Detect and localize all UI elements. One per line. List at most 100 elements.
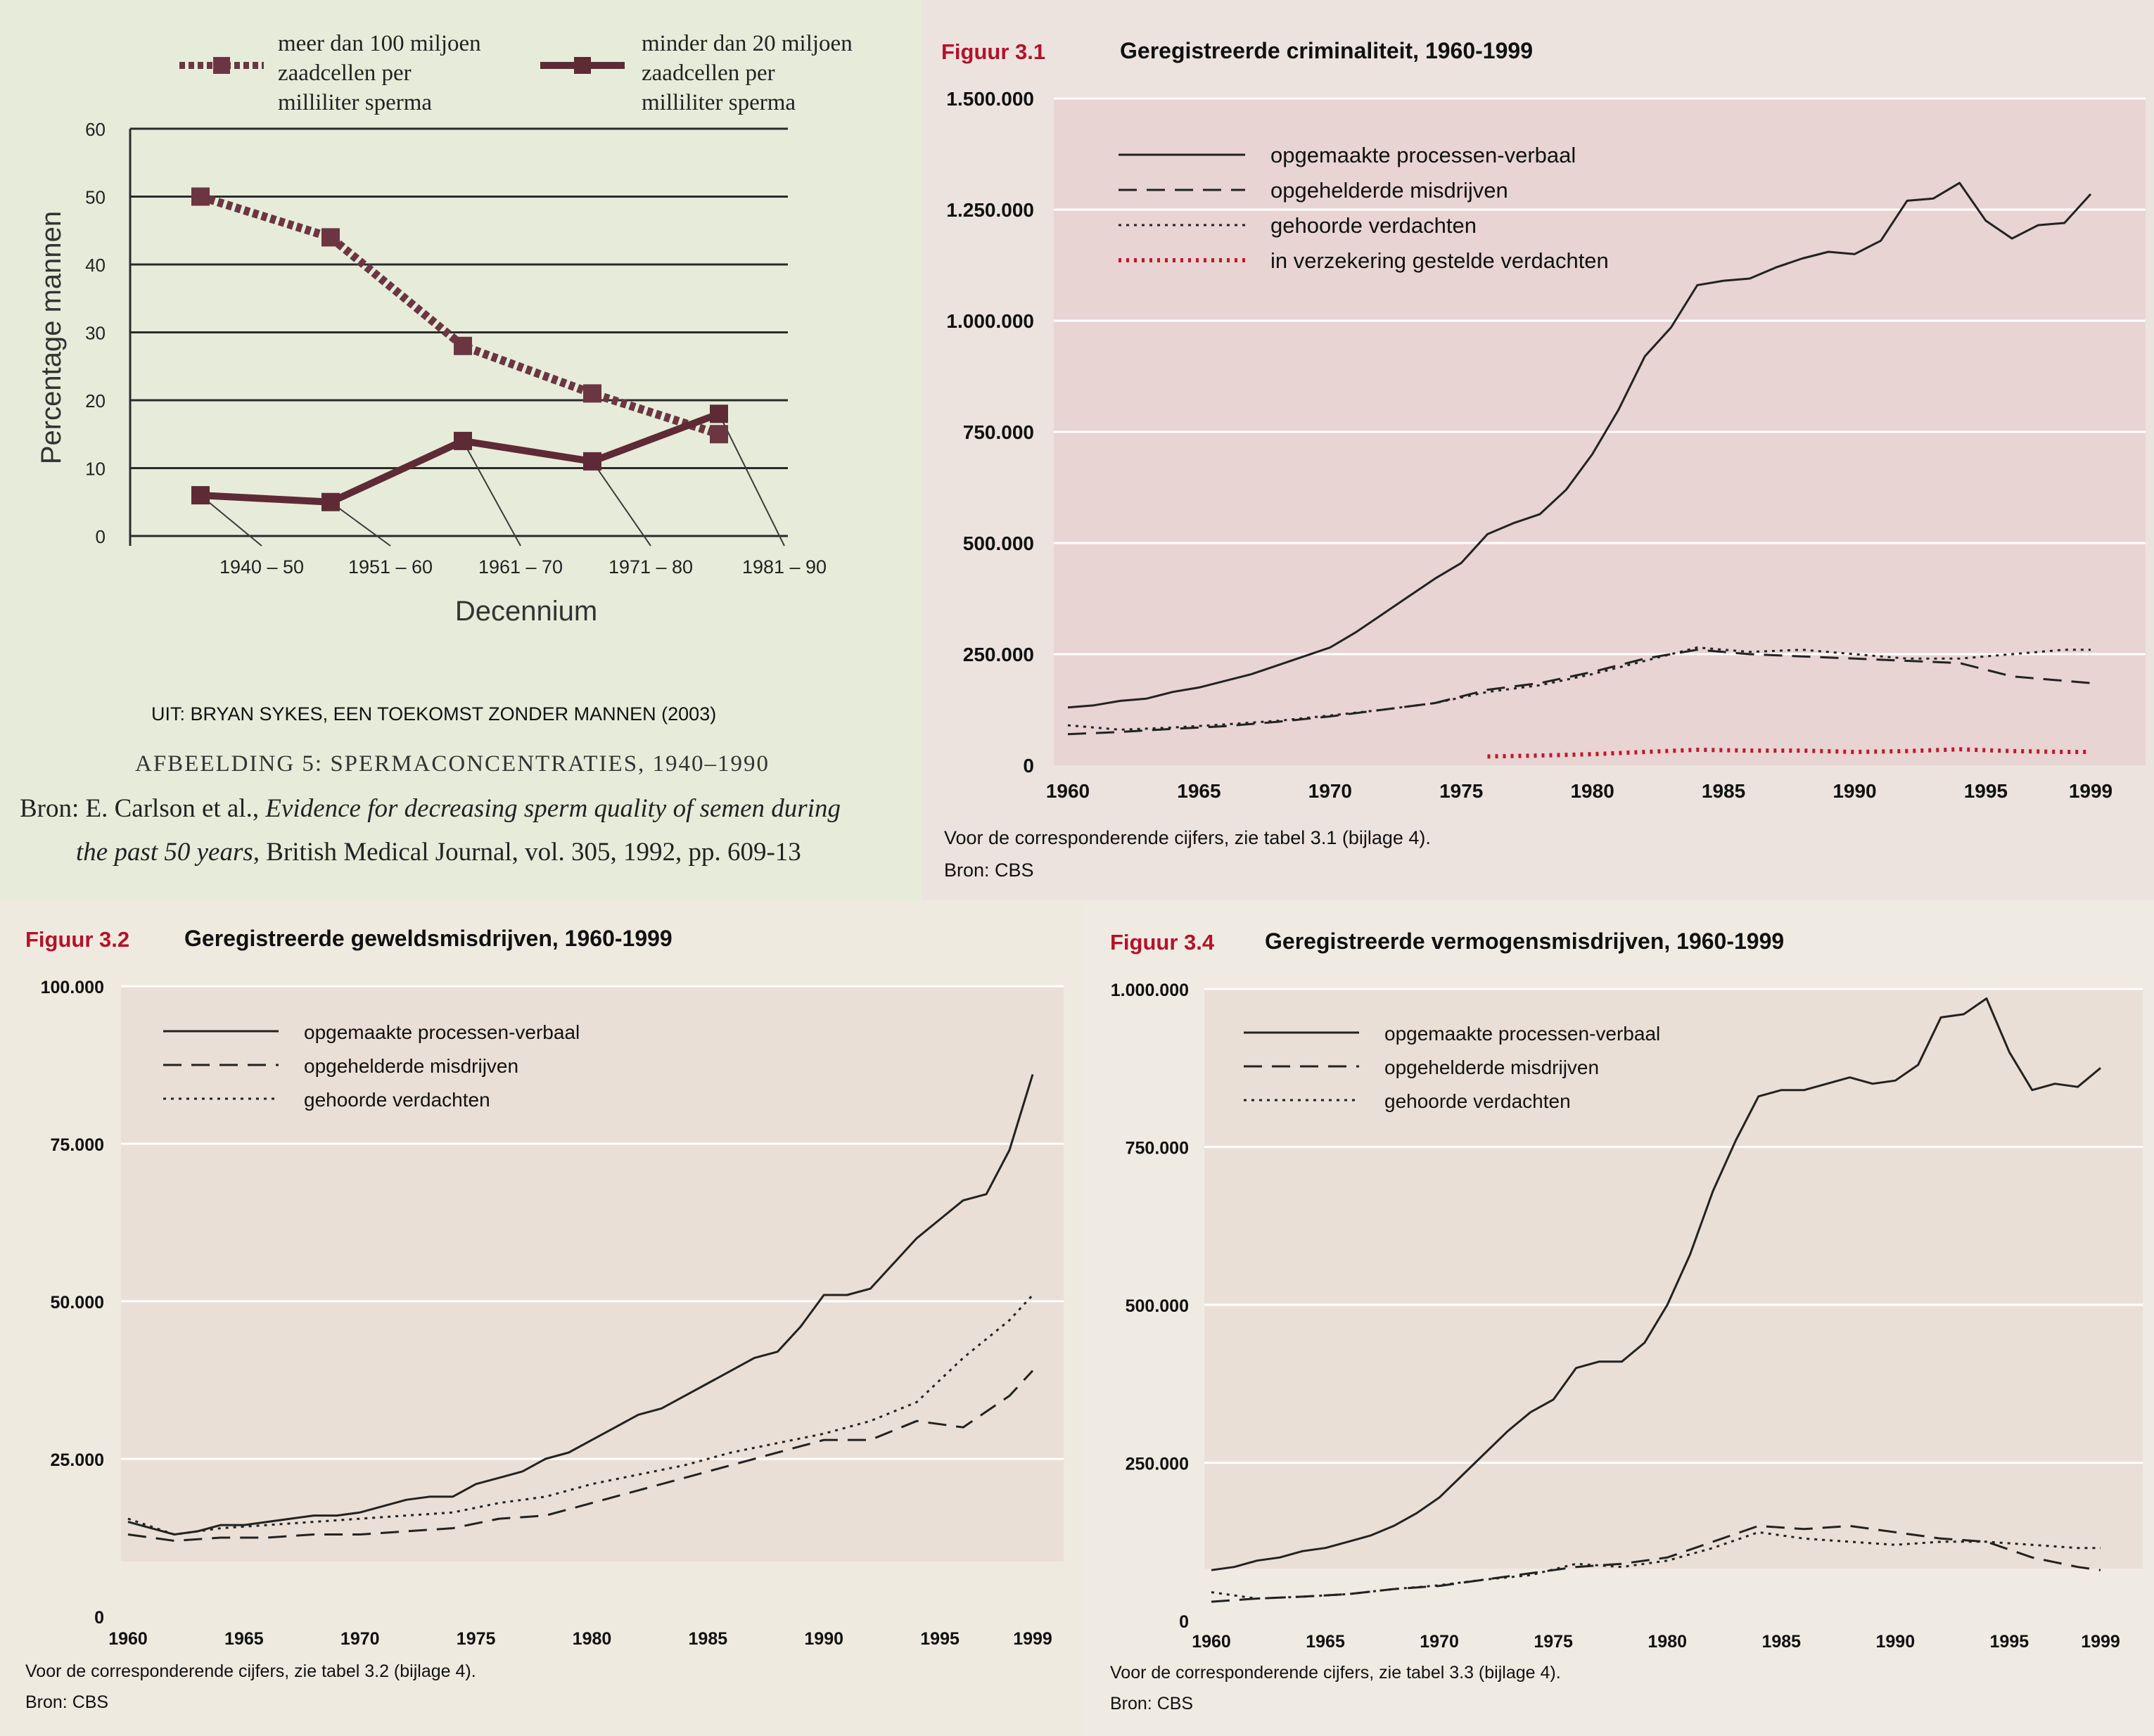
- verm-xtick-label: 1975: [1534, 1632, 1573, 1652]
- crim-xtick-label: 1975: [1439, 780, 1483, 802]
- sperm-xtick-label: 1961 – 70: [478, 556, 563, 577]
- crim-ytick-label: 1.000.000: [946, 310, 1034, 332]
- sperm-data-marker: [321, 228, 340, 247]
- sperm-xtick-label: 1940 – 50: [219, 556, 304, 577]
- crim-chart: 0 250.000 500.000 750.000 1.000.000 1.250.000…: [946, 88, 2146, 802]
- verm-ytick-label: 1.000.000: [1111, 981, 1189, 1000]
- geweld-legend-label: gehoorde verdachten: [304, 1089, 490, 1111]
- geweld-xtick-label: 1999: [1013, 1629, 1052, 1649]
- verm-fig-num: Figuur 3.4: [1110, 930, 1215, 955]
- sperm-xtick-label: 1981 – 90: [742, 556, 827, 577]
- verm-plot-area: [1204, 988, 2143, 1569]
- verm-chart: 0 250.000 500.000 750.000 1.000.000 1960 1965 1…: [1111, 981, 2143, 1652]
- sperm-xtick-label: 1951 – 60: [348, 556, 433, 577]
- crim-legend-label: gehoorde verdachten: [1270, 213, 1477, 238]
- sperm-ytick-label: 20: [85, 390, 106, 411]
- verm-ytick-label: 500.000: [1126, 1296, 1189, 1316]
- geweld-ytick-label: 25.000: [51, 1450, 104, 1470]
- crim-xtick-label: 1985: [1702, 780, 1745, 802]
- verm-xtick-label: 1990: [1875, 1632, 1915, 1652]
- crim-panel: Figuur 3.1 Geregistreerde criminaliteit,…: [922, 0, 2154, 900]
- crim-ytick-label: 500.000: [963, 532, 1034, 554]
- sperm-data-marker: [191, 486, 210, 505]
- sperm-data-marker: [454, 336, 472, 355]
- sperm-legend-marker: [213, 57, 230, 74]
- sperm-attribution: UIT: BRYAN SYKES, EEN TOEKOMST ZONDER MA…: [151, 703, 717, 725]
- sperm-legend-label: milliliter sperma: [278, 90, 432, 115]
- crim-series-line: [1067, 649, 2091, 736]
- geweld-series-line: [127, 1370, 1034, 1542]
- verm-source: Bron: CBS: [1110, 1694, 1194, 1713]
- crim-ytick-label: 1.500.000: [946, 88, 1034, 110]
- geweld-xtick-label: 1990: [804, 1629, 843, 1649]
- geweld-ytick-label: 0: [94, 1608, 104, 1628]
- geweld-panel: Figuur 3.2 Geregistreerde geweldsmisdrij…: [0, 900, 1083, 1736]
- verm-xtick-label: 1960: [1192, 1632, 1231, 1652]
- geweld-xtick-label: 1960: [108, 1629, 148, 1649]
- sperm-data-marker: [191, 187, 210, 206]
- crim-legend-label: opgehelderde misdrijven: [1270, 178, 1508, 203]
- crim-xtick-label: 1995: [1964, 780, 2008, 802]
- sperm-chart: 0 10 20 30 40 50 60 1940 – 50 1951 – 60 1961 – 70…: [36, 31, 853, 627]
- sperm-source-suffix: British Medical Journal, vol. 305, 1992,…: [260, 838, 801, 867]
- sperm-legend-label: milliliter sperma: [642, 90, 796, 115]
- verm-xtick-label: 1980: [1648, 1632, 1687, 1652]
- sperm-data-marker: [583, 452, 601, 471]
- sperm-ytick-label: 30: [85, 323, 106, 344]
- geweld-xtick-label: 1995: [920, 1629, 960, 1649]
- geweld-legend-label: opgemaakte processen-verbaal: [304, 1021, 580, 1043]
- crim-source: Bron: CBS: [944, 860, 1034, 881]
- sperm-leader-line: [718, 413, 785, 547]
- crim-xtick-label: 1970: [1308, 780, 1352, 802]
- geweld-legend-label: opgehelderde misdrijven: [304, 1055, 518, 1077]
- geweld-ytick-label: 50.000: [51, 1293, 104, 1313]
- sperm-data-marker: [583, 384, 601, 403]
- geweld-note: Voor de corresponderende cijfers, zie ta…: [25, 1661, 476, 1681]
- crim-xtick-label: 1960: [1046, 780, 1090, 802]
- verm-xtick-label: 1999: [2081, 1632, 2120, 1652]
- crim-title: Geregistreerde criminaliteit, 1960-1999: [1120, 38, 1533, 63]
- verm-title: Geregistreerde vermogensmisdrijven, 1960…: [1265, 928, 1785, 954]
- crim-series-line: [1067, 181, 2092, 709]
- crim-legend-label: opgemaakte processen-verbaal: [1270, 143, 1576, 167]
- sperm-y-axis-title: Percentage mannen: [36, 211, 67, 464]
- crim-xtick-label: 1999: [2069, 780, 2112, 802]
- verm-xtick-label: 1970: [1420, 1632, 1459, 1652]
- sperm-legend-label: minder dan 20 miljoen: [642, 31, 853, 56]
- crim-xtick-label: 1980: [1570, 780, 1614, 802]
- sperm-source-italic1: Evidence for decreasing sperm quality of…: [265, 794, 841, 823]
- sperm-data-marker: [710, 404, 728, 423]
- sperm-source-italic2: the past 50 years,: [76, 838, 260, 867]
- geweld-xtick-label: 1980: [573, 1629, 612, 1649]
- crim-ytick-label: 750.000: [963, 421, 1034, 443]
- sperm-data-marker: [321, 492, 340, 511]
- sperm-leader-line: [200, 494, 262, 547]
- geweld-fig-num: Figuur 3.2: [25, 927, 130, 952]
- sperm-panel: 0 10 20 30 40 50 60 1940 – 50 1951 – 60 1961 – 70…: [0, 0, 922, 900]
- sperm-ytick-label: 40: [85, 255, 106, 276]
- geweld-source: Bron: CBS: [25, 1692, 109, 1712]
- sperm-series-line: [200, 410, 720, 506]
- sperm-data-marker: [454, 431, 472, 450]
- crim-ytick-label: 250.000: [963, 644, 1034, 665]
- sperm-source-prefix: Bron: E. Carlson et al.,: [20, 794, 266, 823]
- sperm-ytick-label: 0: [96, 526, 106, 547]
- verm-legend-label: opgehelderde misdrijven: [1384, 1057, 1599, 1078]
- geweld-series-line: [127, 1073, 1034, 1536]
- geweld-xtick-label: 1985: [689, 1629, 728, 1649]
- sperm-series-line: [199, 192, 720, 439]
- crim-legend-label: in verzekering gestelde verdachten: [1270, 248, 1609, 273]
- crim-ytick-label: 0: [1023, 755, 1034, 777]
- sperm-legend-label: zaadcellen per: [278, 60, 412, 86]
- verm-ytick-label: 0: [1179, 1612, 1189, 1632]
- sperm-xtick-label: 1971 – 80: [608, 556, 693, 577]
- sperm-leader-line: [592, 461, 651, 547]
- sperm-data-marker: [710, 425, 728, 444]
- sperm-legend-label: meer dan 100 miljoen: [278, 31, 481, 56]
- sperm-leader-line: [462, 440, 521, 547]
- geweld-ytick-label: 100.000: [41, 978, 104, 997]
- verm-xtick-label: 1985: [1761, 1632, 1801, 1652]
- geweld-plot-area: [121, 985, 1064, 1562]
- sperm-legend-marker: [574, 57, 591, 74]
- sperm-source-line1: Bron: E. Carlson et al., Evidence for de…: [20, 793, 841, 824]
